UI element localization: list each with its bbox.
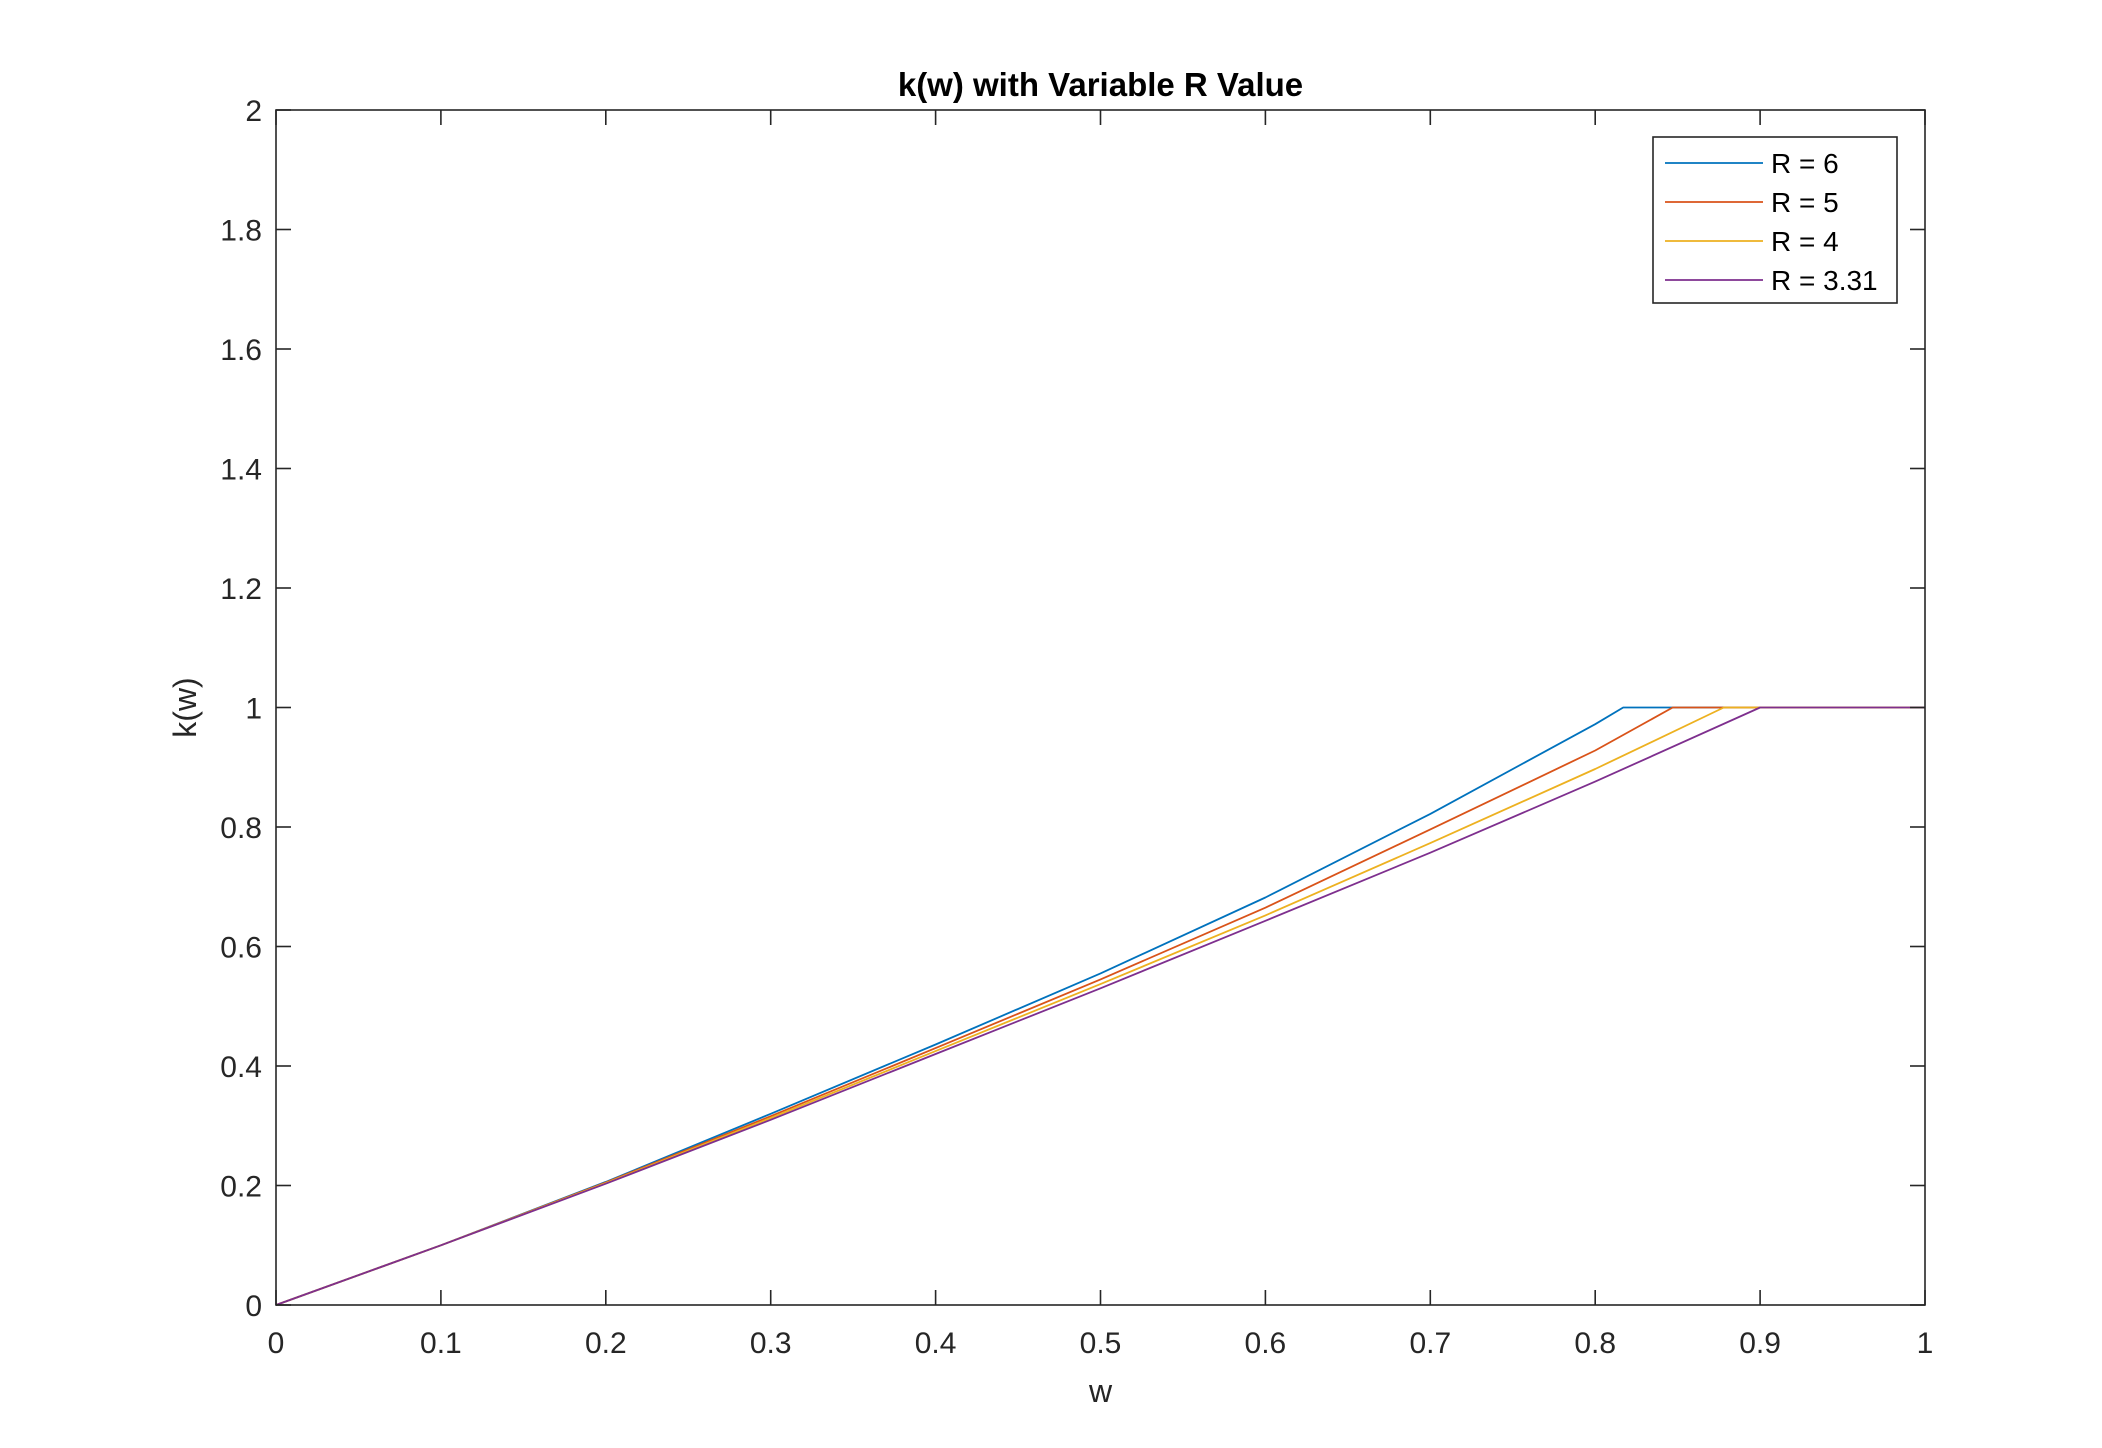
x-tick-label: 0.4 <box>915 1327 957 1360</box>
x-tick-label: 0.8 <box>1574 1327 1616 1360</box>
legend-label: R = 4 <box>1771 226 1839 257</box>
series-line-4 <box>275 706 1925 1306</box>
legend-label: R = 3.31 <box>1771 265 1878 296</box>
y-tick-label: 0.6 <box>220 932 262 965</box>
x-tick-label: 1 <box>1917 1327 1934 1360</box>
y-tick-label: 1.6 <box>220 334 262 367</box>
x-tick-label: 0 <box>268 1327 285 1360</box>
x-tick-label: 0.9 <box>1739 1327 1781 1360</box>
y-axis-label: k(w) <box>167 677 203 737</box>
legend: R = 6 R = 5 R = 4 R = 3.31 <box>1652 136 1898 304</box>
y-tick-label: 1 <box>245 693 262 726</box>
x-axis-label: w <box>1088 1373 1113 1409</box>
legend-label: R = 6 <box>1771 148 1839 179</box>
plot-series <box>275 706 1925 1306</box>
y-tick-label: 0.8 <box>220 812 262 845</box>
y-tick-label: 0.4 <box>220 1051 262 1084</box>
legend-label: R = 5 <box>1771 187 1839 218</box>
x-tick-label: 0.7 <box>1409 1327 1451 1360</box>
y-axis-ticks: 0 0.2 0.4 0.6 0.8 1 1.2 1.4 1.6 1.8 2 <box>220 95 1925 1323</box>
x-tick-label: 0.3 <box>750 1327 792 1360</box>
chart-title: k(w) with Variable R Value <box>898 66 1303 103</box>
x-tick-label: 0.6 <box>1245 1327 1287 1360</box>
y-tick-label: 2 <box>245 95 262 128</box>
y-tick-label: 1.4 <box>220 454 262 487</box>
y-tick-label: 0.2 <box>220 1171 262 1204</box>
legend-box <box>1652 136 1898 304</box>
y-tick-label: 1.2 <box>220 573 262 606</box>
y-tick-label: 1.8 <box>220 215 262 248</box>
x-tick-label: 0.2 <box>585 1327 627 1360</box>
y-tick-label: 0 <box>245 1290 262 1323</box>
x-tick-label: 0.5 <box>1080 1327 1122 1360</box>
x-tick-label: 0.1 <box>420 1327 462 1360</box>
x-axis-ticks: 0 0.1 0.2 0.3 0.4 0.5 0.6 0.7 0.8 0.9 1 <box>268 110 1934 1360</box>
